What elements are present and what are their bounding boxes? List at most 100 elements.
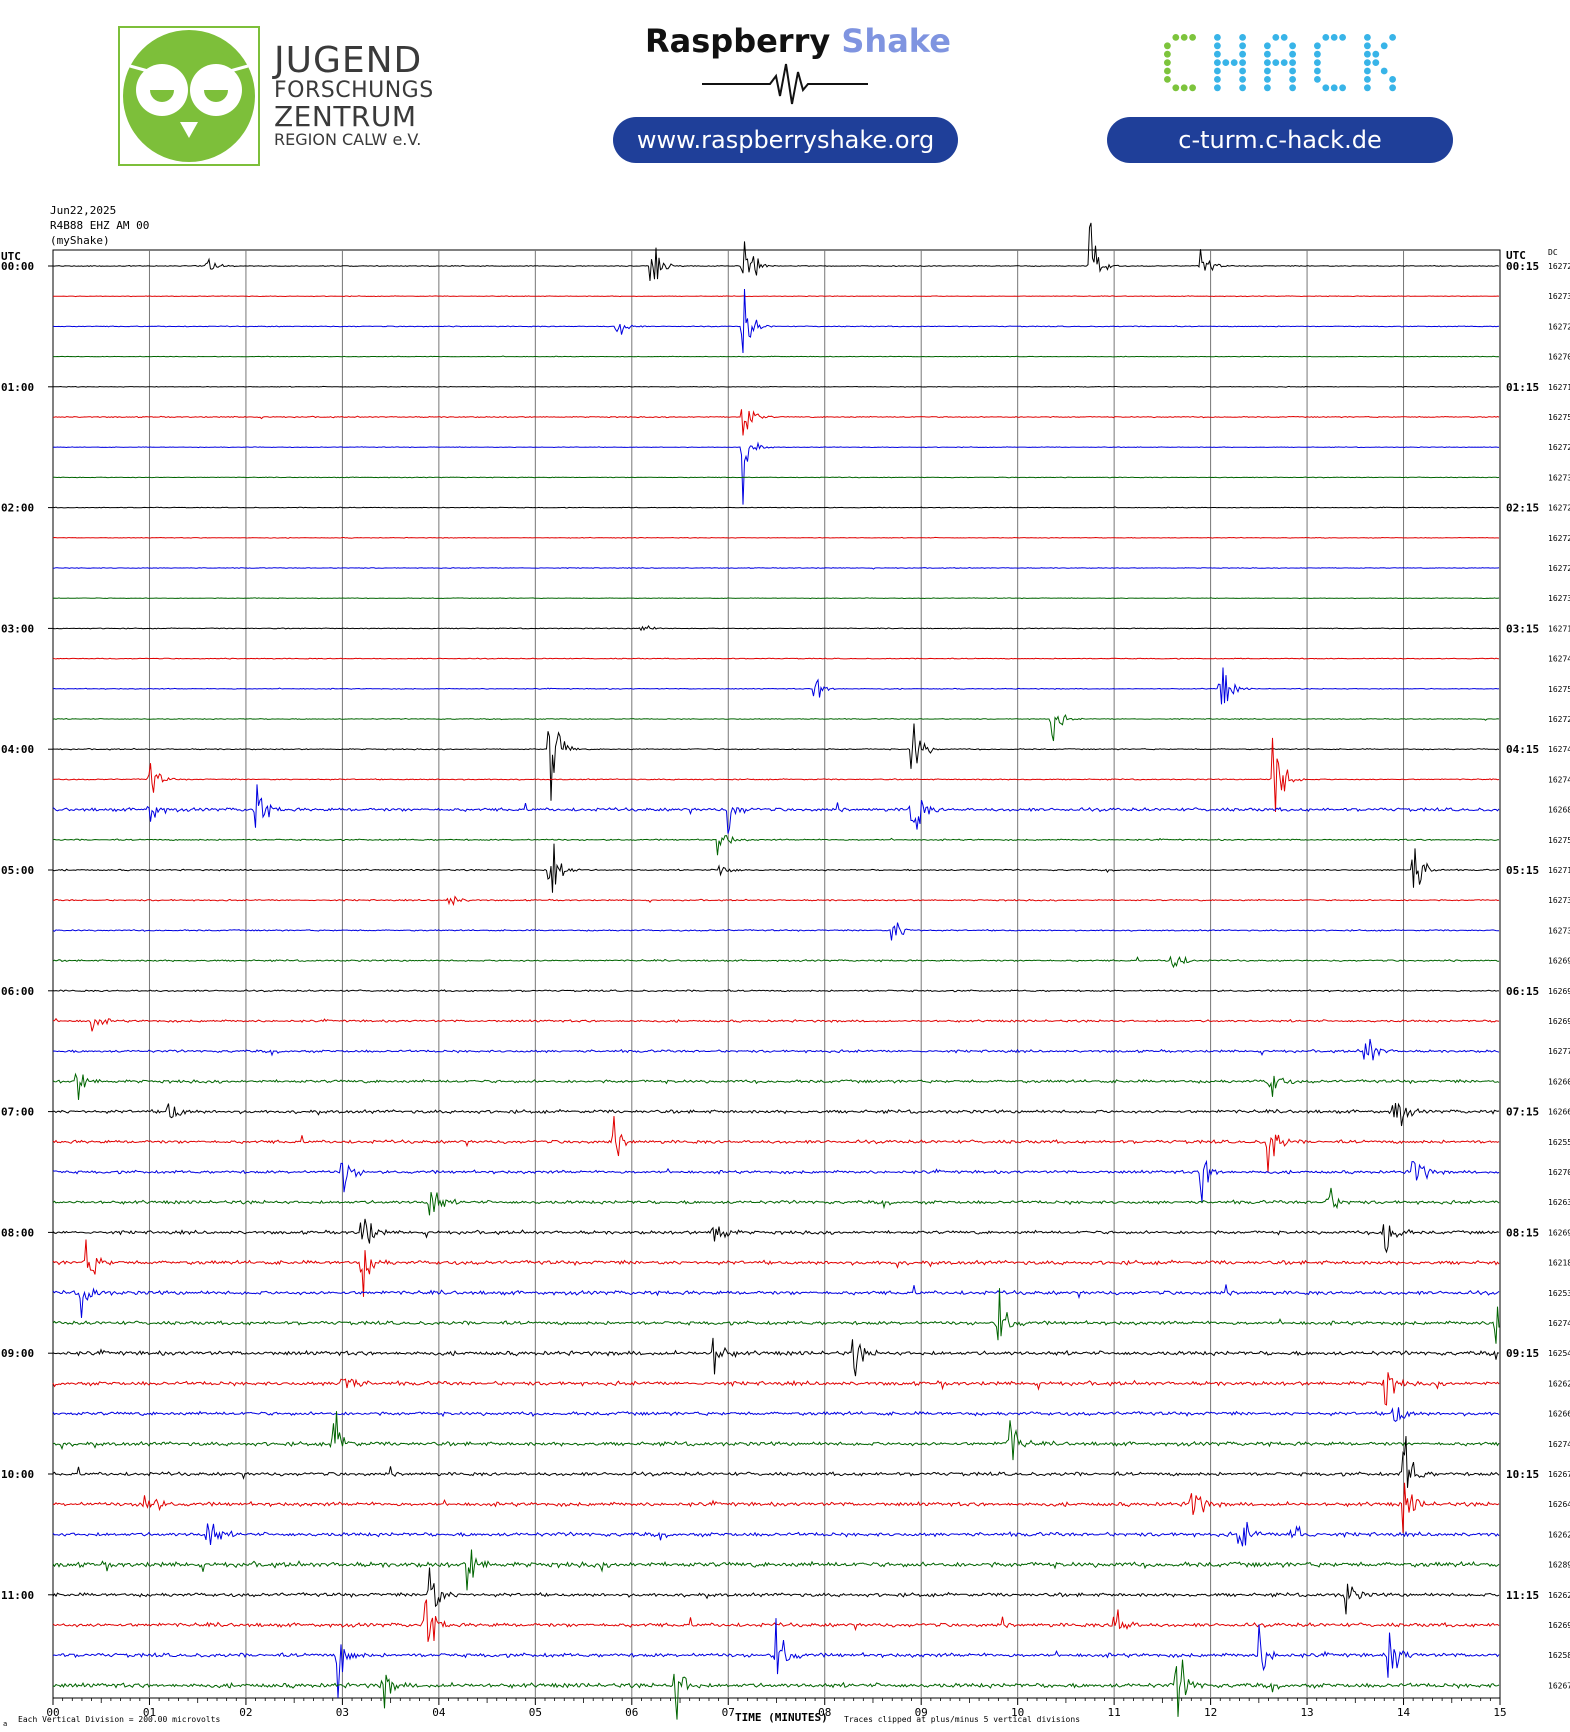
hour-label-right: 04:15 bbox=[1506, 743, 1539, 756]
dc-value: 16218 bbox=[1548, 1259, 1570, 1268]
dc-value: 16263 bbox=[1548, 1198, 1570, 1207]
hour-label-right: 06:15 bbox=[1506, 985, 1539, 998]
dc-value: 16264 bbox=[1548, 1500, 1570, 1509]
x-tick-label: 14 bbox=[1397, 1706, 1411, 1719]
dc-value: 16269 bbox=[1548, 957, 1570, 966]
dc-value: 16269 bbox=[1548, 987, 1570, 996]
dc-value: 16269 bbox=[1548, 1228, 1570, 1237]
trace-line bbox=[52, 835, 1499, 856]
hour-label-left: 03:00 bbox=[1, 622, 34, 635]
chack-url-link[interactable]: c-turm.c-hack.de bbox=[1107, 117, 1453, 163]
hour-label-right: 08:15 bbox=[1506, 1226, 1539, 1239]
dc-value: 16270 bbox=[1548, 353, 1570, 362]
hour-label-left: 06:00 bbox=[1, 985, 34, 998]
trace-line bbox=[52, 1284, 1500, 1318]
dc-value: 16269 bbox=[1548, 1017, 1570, 1026]
dc-value: 16254 bbox=[1548, 1349, 1570, 1358]
jfz-name-line2: FORSCHUNGS bbox=[274, 78, 434, 103]
hour-label-left: 05:00 bbox=[1, 864, 34, 877]
dc-value: 16275 bbox=[1548, 685, 1570, 694]
x-tick-label: 02 bbox=[239, 1706, 252, 1719]
x-tick-label: 11 bbox=[1108, 1706, 1121, 1719]
trace-group bbox=[52, 222, 1500, 1720]
raspberry-shake-url-link[interactable]: www.raspberryshake.org bbox=[613, 117, 958, 163]
dc-value: 16275 bbox=[1548, 413, 1570, 422]
station-channel: R4B88 EHZ AM 00 bbox=[50, 219, 150, 232]
dc-value: 16258 bbox=[1548, 1651, 1570, 1660]
dc-value: 16272 bbox=[1548, 534, 1570, 543]
trace-line bbox=[52, 1239, 1500, 1297]
raspberry-shake-title-b: Shake bbox=[841, 22, 951, 60]
dc-value: 16272 bbox=[1548, 262, 1570, 271]
dc-value: 16262 bbox=[1548, 1591, 1570, 1600]
x-tick-label: 15 bbox=[1493, 1706, 1506, 1719]
dc-value: 16274 bbox=[1548, 655, 1570, 664]
hour-label-left: 02:00 bbox=[1, 502, 34, 515]
hour-label-right: 11:15 bbox=[1506, 1589, 1539, 1602]
corner-mark: a bbox=[3, 1720, 8, 1728]
chart-grid bbox=[48, 249, 1501, 1705]
trace-line bbox=[52, 1549, 1500, 1591]
hour-label-left: 08:00 bbox=[1, 1226, 34, 1239]
chack-logo bbox=[1164, 34, 1396, 92]
trace-line bbox=[52, 714, 1500, 742]
trace-line bbox=[52, 1187, 1500, 1216]
utc-label-left: UTC bbox=[1, 250, 21, 263]
trace-line bbox=[53, 1102, 1500, 1127]
dc-value: 16253 bbox=[1548, 1289, 1570, 1298]
dc-value: 16272 bbox=[1548, 322, 1570, 331]
hour-label-left: 01:00 bbox=[1, 381, 34, 394]
jfz-name-line1: JUGEND bbox=[274, 40, 423, 81]
x-tick-label: 13 bbox=[1300, 1706, 1313, 1719]
raspberry-shake-title: Raspberry Shake bbox=[645, 22, 951, 60]
trace-line bbox=[52, 1372, 1500, 1406]
hour-label-left: 10:00 bbox=[1, 1468, 34, 1481]
dc-value: 16289 bbox=[1548, 1561, 1570, 1570]
dc-value: 16267 bbox=[1548, 1470, 1570, 1479]
trace-line bbox=[52, 1072, 1500, 1100]
x-tick-label: 09 bbox=[915, 1706, 928, 1719]
trace-line bbox=[53, 385, 1499, 388]
dc-value: 16274 bbox=[1548, 745, 1570, 754]
dc-value: 16267 bbox=[1548, 1681, 1570, 1690]
trace-line bbox=[53, 476, 1500, 479]
dc-column-label: DC bbox=[1548, 248, 1558, 257]
trace-line bbox=[52, 955, 1500, 969]
dc-value: 16273 bbox=[1548, 473, 1570, 482]
hour-label-right: 02:15 bbox=[1506, 502, 1539, 515]
dc-value: 16273 bbox=[1548, 926, 1570, 935]
trace-line bbox=[52, 723, 1500, 801]
plot-frame bbox=[52, 249, 1501, 1699]
jfz-name-line4: REGION CALW e.V. bbox=[274, 130, 422, 149]
trace-line bbox=[52, 1567, 1500, 1615]
trace-line bbox=[52, 1436, 1500, 1488]
dc-value: 16275 bbox=[1548, 836, 1570, 845]
x-tick-label: 06 bbox=[625, 1706, 638, 1719]
jfz-owl-logo bbox=[118, 26, 260, 166]
trace-line bbox=[52, 222, 1500, 281]
scale-note: Each Vertical Division = 200.00 microvol… bbox=[18, 1715, 221, 1724]
hour-label-right: 10:15 bbox=[1506, 1468, 1539, 1481]
jfz-name-line3: ZENTRUM bbox=[274, 100, 417, 133]
dc-value: 16266 bbox=[1548, 1108, 1570, 1117]
dc-value: 16271 bbox=[1548, 866, 1570, 875]
trace-line bbox=[52, 1521, 1500, 1547]
trace-line bbox=[52, 1482, 1500, 1533]
seismogram-squiggle-icon bbox=[702, 63, 868, 105]
trace-line bbox=[52, 667, 1500, 705]
trace-line bbox=[52, 657, 1500, 660]
dc-value: 16270 bbox=[1548, 1168, 1570, 1177]
dc-value: 16274 bbox=[1548, 1319, 1570, 1328]
trace-line bbox=[52, 409, 1500, 436]
trace-line bbox=[52, 1038, 1500, 1061]
dc-value: 16273 bbox=[1548, 896, 1570, 905]
x-tick-label: 05 bbox=[529, 1706, 542, 1719]
dc-value: 16262 bbox=[1548, 1530, 1570, 1539]
hour-label-right: 00:15 bbox=[1506, 260, 1539, 273]
trace-line bbox=[52, 1659, 1500, 1720]
trace-line bbox=[52, 737, 1500, 813]
trace-line bbox=[53, 355, 1500, 358]
dc-value: 16277 bbox=[1548, 1047, 1570, 1056]
trace-line bbox=[52, 1017, 1500, 1032]
